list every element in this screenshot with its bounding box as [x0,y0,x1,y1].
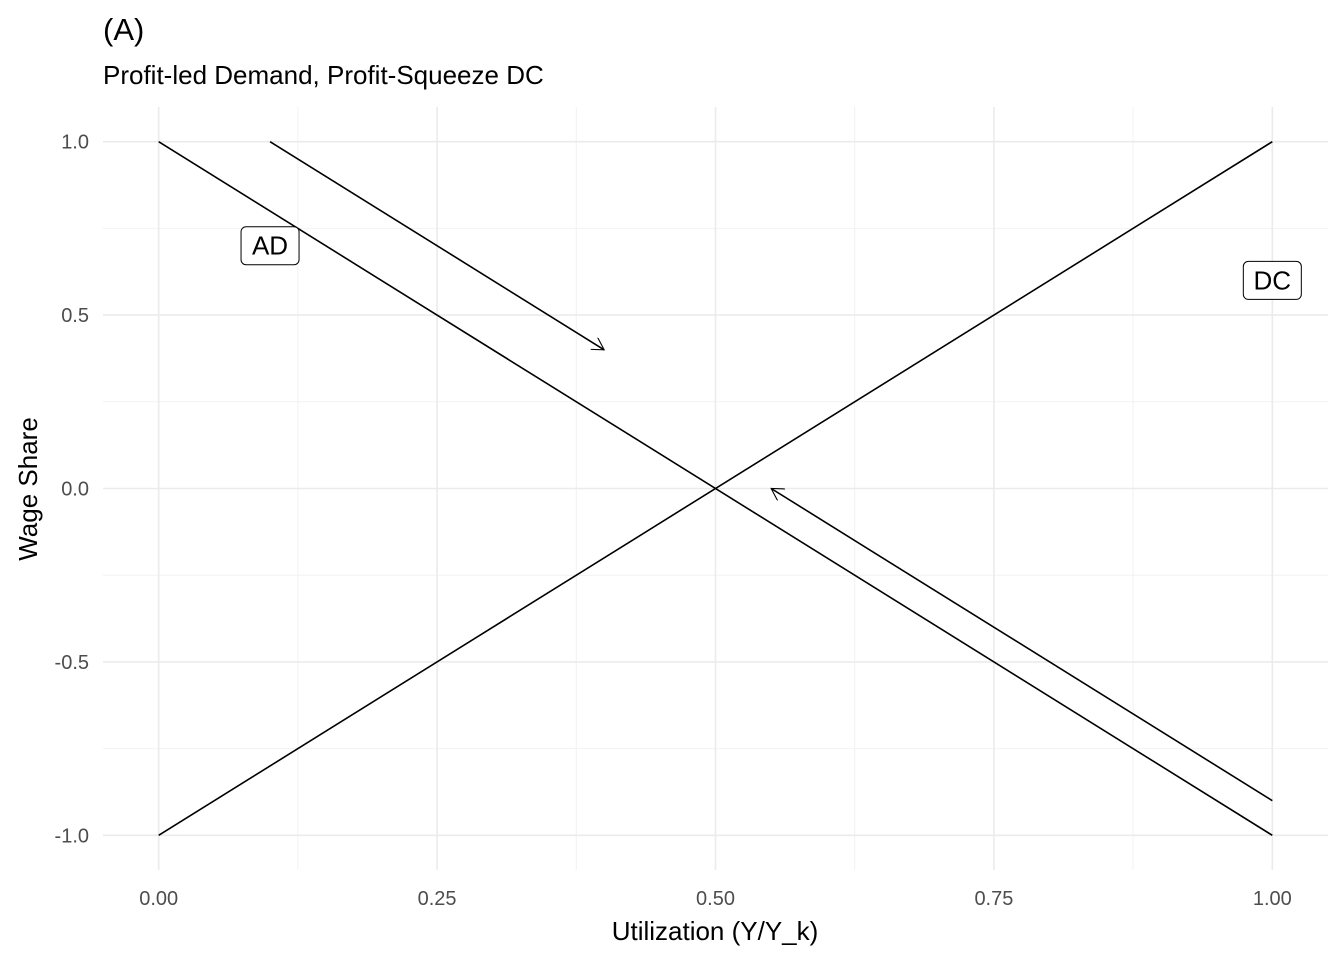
series-layer [158,141,1273,836]
x-tick-label: 0.00 [139,888,178,910]
y-tick-label: 0.5 [61,305,89,327]
curve-label-dc: DC [1242,260,1302,300]
direction-arrow-1 [269,141,604,351]
y-tick-label: 0.0 [61,479,89,501]
y-axis-ticks: -1.0 -0.5 0.0 0.5 1.0 [55,132,89,848]
x-axis-title: Utilization (Y/Y_k) [612,916,819,946]
y-axis-title: Wage Share [13,417,43,561]
x-tick-label: 0.25 [418,888,457,910]
x-tick-label: 0.50 [696,888,735,910]
x-tick-label: 1.00 [1253,888,1292,910]
y-tick-label: -0.5 [55,652,89,674]
y-tick-label: 1.0 [61,132,89,154]
curve-label-box [1242,260,1302,300]
chart-title: (A) [103,12,145,47]
series-line-dc [158,141,1273,836]
label-layer: AD DC [240,226,1302,300]
x-tick-label: 0.75 [974,888,1013,910]
direction-arrow-2 [771,487,1273,802]
x-axis-ticks: 0.00 0.25 0.50 0.75 1.00 [139,888,1292,910]
curve-label-box [240,226,300,266]
y-tick-label: -1.0 [55,825,89,847]
chart-subtitle: Profit-led Demand, Profit-Squeeze DC [103,60,544,90]
arrow-layer [269,141,1273,802]
curve-label-text: DC [1254,265,1292,295]
curve-label-ad: AD [240,226,300,266]
curve-label-text: AD [252,231,288,261]
